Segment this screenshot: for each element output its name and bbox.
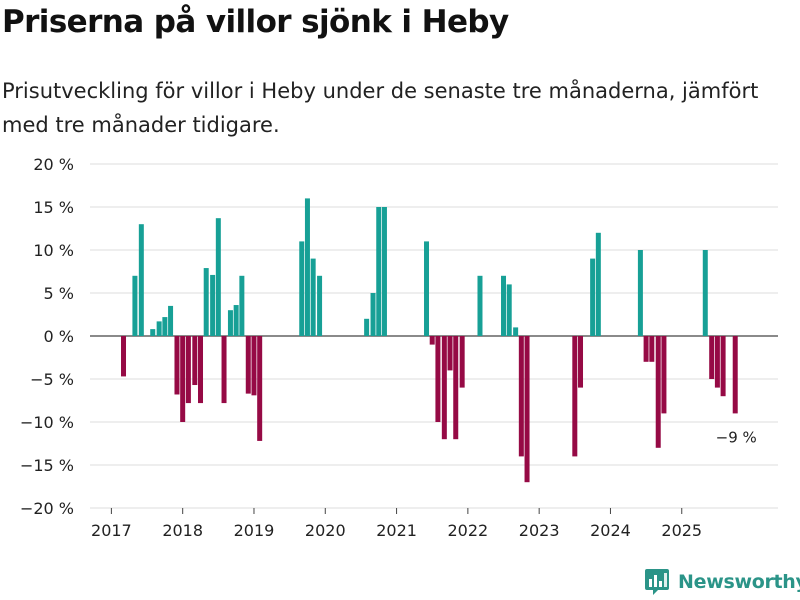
bar <box>518 336 524 457</box>
bar <box>578 336 584 388</box>
bar <box>370 293 376 336</box>
bar <box>138 224 144 336</box>
bar <box>239 275 245 336</box>
bar <box>513 327 519 336</box>
bar <box>376 207 382 336</box>
bar <box>317 275 323 336</box>
x-tick-label: 2020 <box>305 521 346 540</box>
bar <box>299 241 305 336</box>
bar <box>215 218 221 336</box>
bar <box>180 336 186 422</box>
x-tick-label: 2021 <box>376 521 417 540</box>
y-tick-label: 20 % <box>33 155 74 174</box>
x-tick-label: 2017 <box>91 521 132 540</box>
bar <box>192 336 198 386</box>
bar <box>661 336 667 414</box>
x-tick-label: 2023 <box>519 521 560 540</box>
chart-title: Priserna på villor sjönk i Heby <box>2 4 509 40</box>
y-tick-label: 0 % <box>44 327 74 346</box>
bar <box>702 250 708 336</box>
bar <box>132 275 138 336</box>
bar <box>453 336 459 440</box>
x-tick-label: 2024 <box>590 521 631 540</box>
bar <box>435 336 441 422</box>
bar <box>732 336 738 414</box>
bar <box>709 336 715 379</box>
bar <box>245 336 251 394</box>
bar <box>210 274 216 336</box>
bar <box>156 321 162 336</box>
bar <box>162 317 168 336</box>
bar <box>227 310 233 336</box>
x-tick-label: 2025 <box>661 521 702 540</box>
x-tick-label: 2022 <box>448 521 489 540</box>
bar <box>251 336 257 396</box>
bar <box>424 241 430 336</box>
y-tick-label: −15 % <box>20 456 74 475</box>
bar <box>720 336 726 397</box>
bar <box>257 336 263 441</box>
bar <box>655 336 661 448</box>
bar <box>595 232 601 336</box>
bar <box>429 336 435 345</box>
bar <box>198 336 204 404</box>
bar <box>506 284 512 336</box>
bar <box>459 336 465 388</box>
bar <box>304 198 310 336</box>
bar <box>643 336 649 362</box>
x-tick-label: 2019 <box>234 521 275 540</box>
bar <box>121 336 127 377</box>
bar <box>381 207 387 336</box>
bar <box>150 329 156 336</box>
brand-name: Newsworthy <box>678 571 800 593</box>
bar <box>174 336 180 395</box>
bar <box>203 268 209 336</box>
y-tick-label: 5 % <box>44 284 74 303</box>
newsworthy-logo-icon <box>645 569 669 595</box>
bar <box>477 275 483 336</box>
bar <box>590 258 596 336</box>
bar <box>233 305 239 336</box>
bar <box>168 305 174 336</box>
y-tick-label: −5 % <box>30 370 74 389</box>
bar <box>447 336 453 371</box>
bar <box>441 336 447 440</box>
bar <box>364 318 370 336</box>
bar <box>221 336 227 404</box>
y-tick-label: 15 % <box>33 198 74 217</box>
x-tick-label: 2018 <box>162 521 203 540</box>
bar <box>637 250 643 336</box>
data-label: −9 % <box>716 428 757 446</box>
bar <box>524 336 530 483</box>
bar <box>649 336 655 362</box>
bar <box>714 336 720 388</box>
y-tick-label: 10 % <box>33 241 74 260</box>
bar-chart: 20 % 15 % 10 % 5 % 0 % −5 % −10 % −15 % −20 % 201… <box>20 155 778 540</box>
newsworthy-logo[interactable]: Newsworthy <box>644 568 800 596</box>
bar <box>572 336 578 457</box>
bar <box>185 336 191 404</box>
y-tick-label: −10 % <box>20 413 74 432</box>
bar <box>310 258 316 336</box>
chart-subtitle: Prisutveckling för villor i Heby under d… <box>2 79 759 137</box>
y-tick-label: −20 % <box>20 499 74 518</box>
bar <box>501 275 507 336</box>
